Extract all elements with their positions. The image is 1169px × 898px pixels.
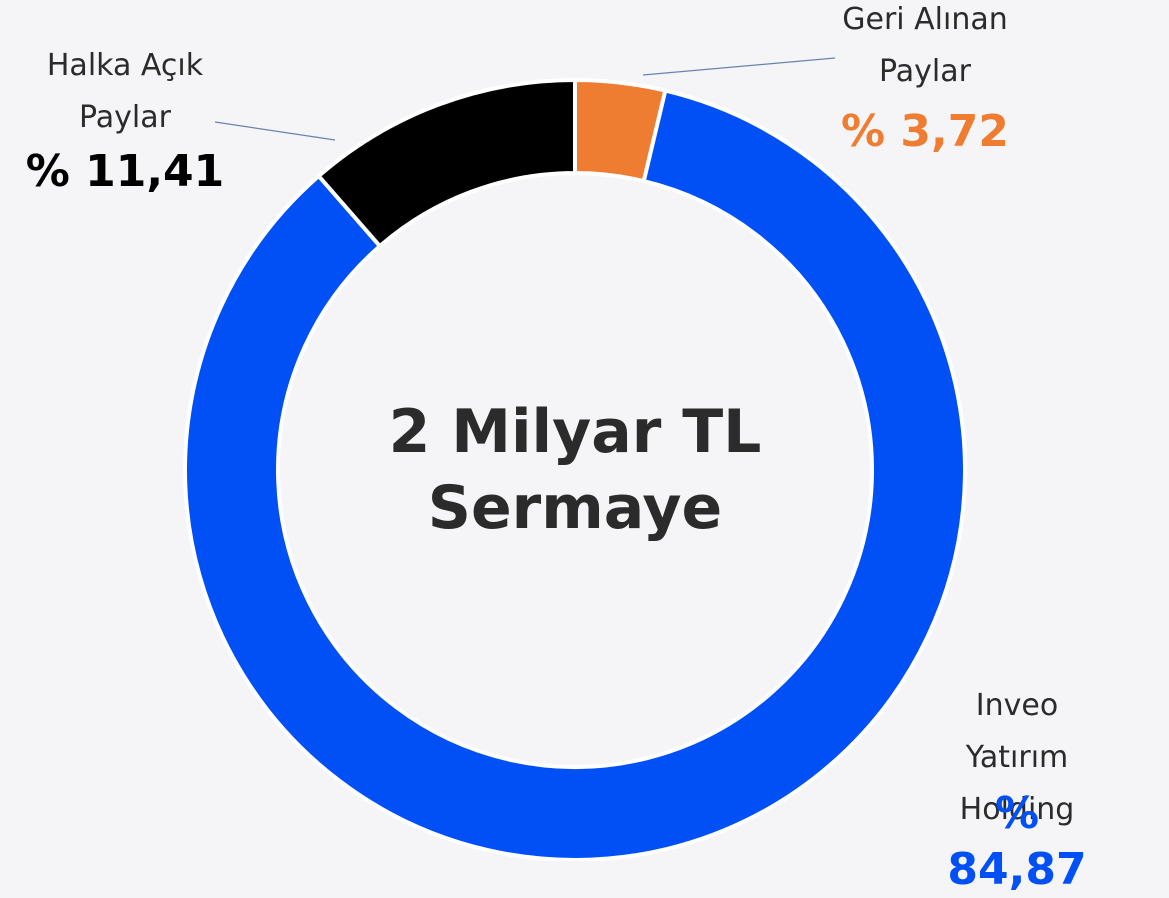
segment-label: Halka Açık Paylar	[46, 48, 204, 135]
chart	[183, 57, 967, 861]
center-title: 2 Milyar TL Sermaye	[388, 397, 762, 543]
value-label: % 84,87	[947, 788, 1087, 895]
donut-segment	[183, 88, 967, 861]
leader-line	[642, 57, 836, 76]
leader-line	[214, 121, 336, 141]
segment-label: Geri Alınan Paylar	[842, 2, 1008, 89]
value-label: % 11,41	[25, 146, 225, 197]
donut-segment	[315, 77, 577, 249]
segment-label: Inveo Yatırım Holding	[959, 688, 1075, 827]
value-label: % 3,72	[841, 106, 1009, 157]
page: 2 Milyar TL Sermaye (() => { const data …	[25, 2, 1087, 895]
